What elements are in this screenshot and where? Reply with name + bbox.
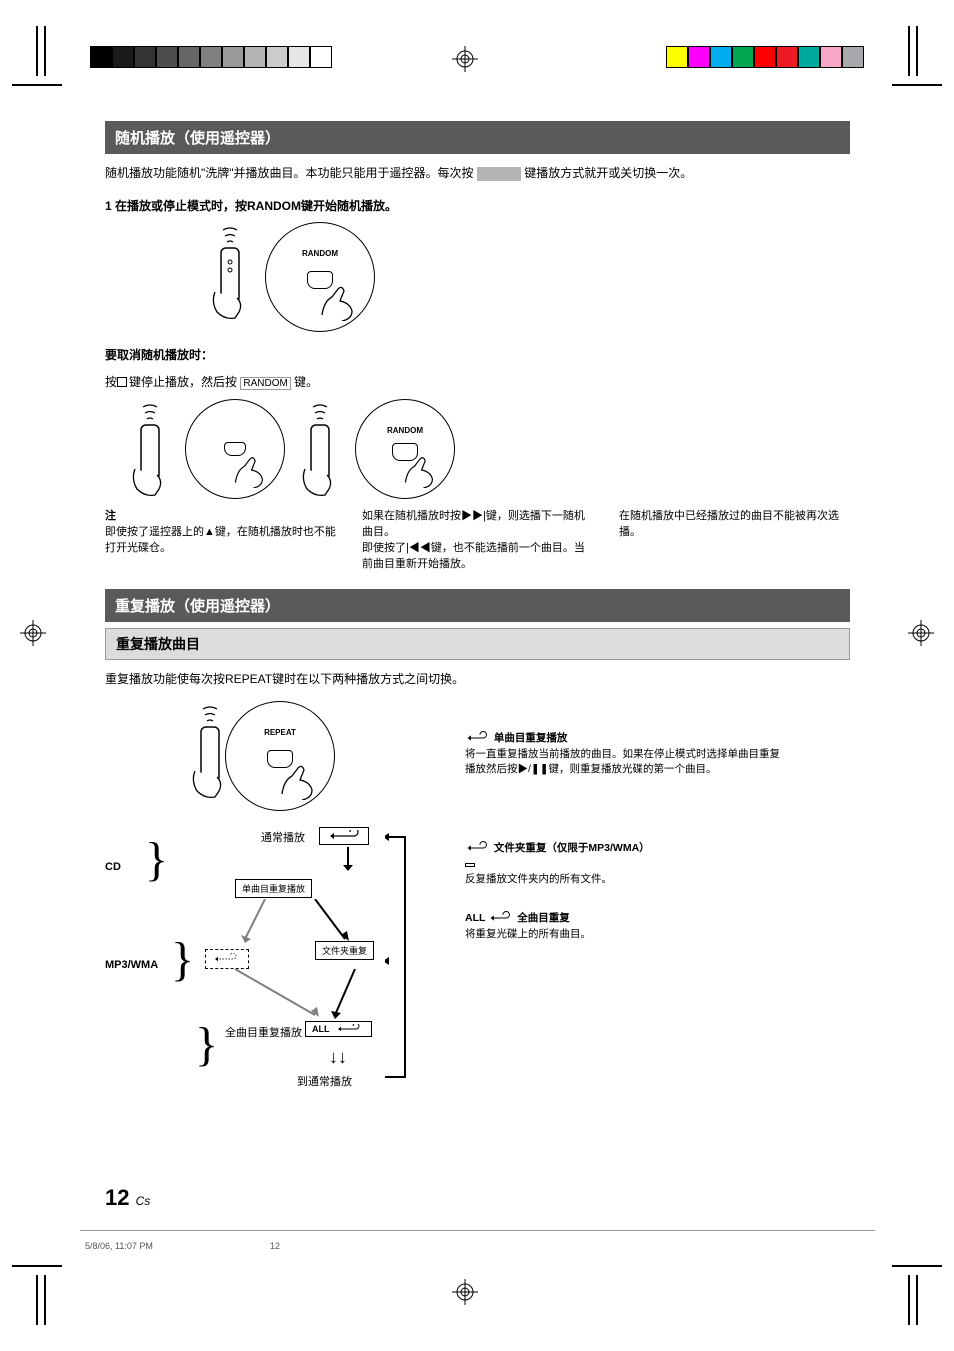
registration-mark-icon bbox=[908, 620, 934, 646]
all-repeat-box: ALL bbox=[305, 1021, 372, 1038]
cd-label: CD bbox=[105, 861, 121, 873]
swatch bbox=[710, 46, 732, 68]
swatch bbox=[200, 46, 222, 68]
footer-page-number: 12 bbox=[270, 1241, 280, 1251]
swatch bbox=[288, 46, 310, 68]
stop-icon bbox=[117, 377, 127, 387]
crop-mark bbox=[12, 1265, 62, 1267]
right-single-repeat-block: 单曲目重复播放 将一直重复播放当前播放的曲目。如果在停止模式时选择单曲目重复播放… bbox=[465, 731, 785, 778]
crop-mark bbox=[892, 84, 942, 86]
swatch bbox=[134, 46, 156, 68]
page-number: 12 Cs bbox=[105, 1185, 150, 1211]
brace-icon: } bbox=[195, 1021, 218, 1069]
folder-repeat-box: 文件夹重复 bbox=[315, 941, 374, 960]
crop-mark bbox=[908, 26, 910, 76]
random-button-callout: RANDOM bbox=[355, 399, 455, 499]
swatch bbox=[754, 46, 776, 68]
folder-repeat-dashed-box bbox=[205, 949, 249, 969]
remote-icon bbox=[205, 222, 255, 322]
repeat-intro-text: 重复播放功能使每次按REPEAT键时在以下两种播放方式之间切换。 bbox=[105, 670, 850, 689]
random-button-label: RANDOM bbox=[302, 249, 338, 258]
random-intro-text: 随机播放功能随机"洗牌"并播放曲目。本功能只能用于遥控器。每次按 键播放方式就开… bbox=[105, 164, 850, 183]
color-swatches bbox=[666, 46, 864, 68]
folder-box-inline bbox=[465, 863, 475, 867]
pointing-finger-icon bbox=[276, 760, 316, 800]
crop-mark bbox=[12, 84, 62, 86]
swatch bbox=[222, 46, 244, 68]
grayscale-swatches bbox=[90, 46, 332, 68]
footer-divider bbox=[80, 1230, 875, 1231]
arrow-down-icon: ↓↓ bbox=[329, 1047, 347, 1068]
swatch bbox=[178, 46, 200, 68]
crop-mark bbox=[36, 26, 38, 76]
to-normal-label: 到通常播放 bbox=[297, 1073, 352, 1089]
crop-mark bbox=[916, 26, 918, 76]
notes-row: 注 即使按了遥控器上的▲键，在随机播放时也不能打开光碟仓。 如果在随机播放时按▶… bbox=[105, 507, 850, 571]
cancel-label: 要取消随机播放时： bbox=[105, 346, 850, 363]
single-repeat-box: 单曲目重复播放 bbox=[235, 879, 312, 898]
remote-icon bbox=[125, 399, 175, 499]
brace-icon: } bbox=[145, 836, 168, 884]
swatch bbox=[820, 46, 842, 68]
random-button-callout: RANDOM bbox=[265, 222, 375, 332]
loop-icon bbox=[465, 731, 491, 745]
mp3-label: MP3/WMA bbox=[105, 959, 158, 971]
note-2: 如果在随机播放时按▶▶|键，则选播下一随机曲目。 即使按了|◀◀键，也不能选播前… bbox=[362, 507, 593, 571]
swatch bbox=[842, 46, 864, 68]
crop-mark bbox=[908, 1275, 910, 1325]
remote-icon bbox=[295, 399, 345, 499]
swatch bbox=[244, 46, 266, 68]
subheading-repeat-track: 重复播放曲目 bbox=[105, 628, 850, 660]
note-3: 在随机播放中已经播放过的曲目不能被再次选播。 bbox=[619, 507, 850, 539]
registration-mark-icon bbox=[452, 1279, 478, 1305]
crop-mark bbox=[44, 1275, 46, 1325]
pointing-finger-icon bbox=[400, 452, 436, 488]
loop-icon bbox=[465, 841, 491, 855]
arrow-down-icon bbox=[341, 847, 355, 873]
swatch bbox=[156, 46, 178, 68]
crop-mark bbox=[36, 1275, 38, 1325]
repeat-icon-box bbox=[319, 827, 369, 845]
swatch bbox=[776, 46, 798, 68]
swatch bbox=[732, 46, 754, 68]
swatch bbox=[266, 46, 288, 68]
crop-mark bbox=[916, 1275, 918, 1325]
stop-button-callout bbox=[185, 399, 285, 499]
all-repeat-label: 全曲目重复播放 bbox=[225, 1024, 302, 1040]
right-folder-repeat-block: 文件夹重复（仅限于MP3/WMA） 反复播放文件夹内的所有文件。 bbox=[465, 841, 785, 888]
swatch bbox=[666, 46, 688, 68]
repeat-button-label: REPEAT bbox=[264, 728, 296, 737]
swatch bbox=[112, 46, 134, 68]
swatch bbox=[310, 46, 332, 68]
pointing-finger-icon bbox=[316, 281, 356, 321]
loop-icon bbox=[488, 911, 514, 925]
swatch bbox=[798, 46, 820, 68]
right-all-repeat-block: ALL ALL 全曲目重复 全曲目重复 将重复光碟上的所有曲目。 bbox=[465, 911, 785, 943]
swatch bbox=[90, 46, 112, 68]
repeat-diagram: REPEAT CD } MP3/WMA } } 通常播放 单曲目重复播放 bbox=[105, 701, 850, 1121]
normal-play-label: 通常播放 bbox=[261, 829, 305, 845]
footer-timestamp: 5/8/06, 11:07 PM bbox=[85, 1241, 153, 1251]
pointing-finger-icon bbox=[230, 452, 266, 488]
random-key-chip bbox=[477, 167, 521, 181]
swatch bbox=[688, 46, 710, 68]
note-heading: 注 bbox=[105, 507, 336, 523]
crop-mark bbox=[44, 26, 46, 76]
cancel-text: 按键停止播放，然后按 RANDOM 键。 bbox=[105, 373, 850, 392]
step-1-label: 1 在播放或停止模式时，按RANDOM键开始随机播放。 bbox=[105, 197, 850, 214]
brace-icon: } bbox=[171, 936, 194, 984]
note-1: 即使按了遥控器上的▲键，在随机播放时也不能打开光碟仓。 bbox=[105, 523, 336, 555]
registration-mark-icon bbox=[20, 620, 46, 646]
crop-mark bbox=[892, 1265, 942, 1267]
heading-random-play: 随机播放（使用遥控器） bbox=[105, 121, 850, 154]
registration-mark-icon bbox=[452, 46, 478, 72]
loop-line-icon bbox=[385, 831, 415, 1083]
heading-repeat-play: 重复播放（使用遥控器） bbox=[105, 589, 850, 622]
repeat-button-callout: REPEAT bbox=[225, 701, 335, 811]
random-button-label: RANDOM bbox=[387, 426, 423, 435]
